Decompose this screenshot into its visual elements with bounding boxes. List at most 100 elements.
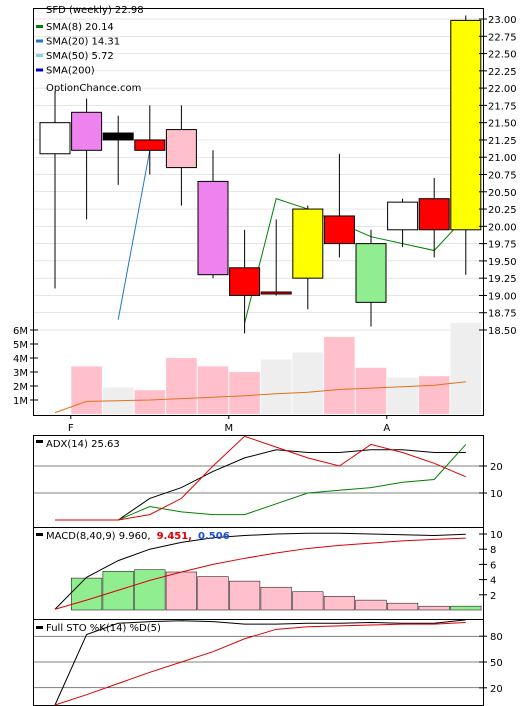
legend-label: SMA(50) 5.72: [46, 51, 114, 62]
adx-label: ADX(14) 25.63: [46, 439, 120, 450]
candle-body: [292, 208, 324, 279]
adx-tick-label: 10: [490, 489, 503, 500]
macd-histogram-bar: [197, 576, 229, 611]
legend-swatch: [36, 25, 43, 28]
volume-average-line: [54, 381, 466, 414]
legend-label: SMA(20) 14.31: [46, 37, 120, 48]
price-tick-label: 22.75: [488, 32, 517, 43]
macd-histogram-bar: [134, 569, 166, 611]
macd-histogram-bar: [387, 602, 419, 611]
price-tick-label: 23.00: [488, 15, 517, 26]
sma-line: [117, 150, 151, 320]
price-tick-label: 18.50: [488, 326, 517, 337]
volume-bar: [166, 358, 197, 414]
adx-line: [55, 444, 467, 521]
macd-value: MACD(8,40,9) 9.960,: [46, 531, 151, 542]
price-gridlines: [34, 18, 483, 331]
macd-line: [54, 537, 466, 610]
sto-legend-swatch: [36, 626, 43, 629]
legend-swatch: [36, 39, 43, 43]
volume-tick-label: 3M: [13, 368, 28, 379]
price-tick-label: 19.50: [488, 257, 517, 268]
candles: [39, 15, 482, 334]
sto-line: [54, 621, 466, 706]
macd-histogram-bar: [102, 570, 134, 611]
macd-histogram-bar: [260, 586, 292, 611]
volume-bar: [71, 366, 102, 414]
macd-tick-label: 2: [490, 591, 496, 602]
price-tick-label: 18.75: [488, 309, 517, 320]
candle-body: [323, 215, 355, 245]
price-tick-label: 21.75: [488, 101, 517, 112]
sma-line: [244, 198, 467, 324]
price-tick-label: 21.50: [488, 119, 517, 130]
candle-body: [102, 132, 134, 141]
price-tick-label: 20.25: [488, 205, 517, 216]
legend-swatch: [36, 68, 43, 72]
macd-histogram-bar: [229, 580, 261, 611]
volume-bar: [197, 366, 229, 414]
price-tick-label: 20.50: [488, 188, 517, 199]
macd-histogram-bar: [165, 571, 197, 611]
macd-tick-label: 8: [490, 545, 496, 556]
legend: SFD (weekly) 22.98 OptionChance.com SMA(…: [36, 5, 144, 94]
price-tick-label: 19.75: [488, 240, 517, 251]
macd-histogram-bar: [292, 591, 324, 611]
month-label: M: [224, 423, 233, 434]
macd-histogram-bar: [355, 599, 387, 611]
price-axis: 23.00 22.75 22.50 22.25 22.00 21.75 21.50 21.25…: [479, 15, 517, 337]
macd-label: MACD(8,40,9) 9.960, 9.451, 0.506: [46, 531, 230, 542]
volume-bar: [134, 390, 166, 414]
sto-label: Full STO %K(14) %D(5): [46, 623, 161, 634]
volume-bar: [229, 372, 260, 414]
candle-body: [260, 291, 292, 295]
month-label: F: [68, 423, 74, 434]
macd-histogram-bar: [450, 605, 482, 611]
sto-tick-label: 80: [490, 632, 503, 643]
volume-bar: [418, 376, 450, 414]
adx-line: [55, 435, 466, 521]
candle-body: [450, 19, 482, 231]
price-tick-label: 22.50: [488, 50, 517, 61]
candle-body: [39, 122, 71, 155]
month-label: A: [383, 423, 390, 434]
volume-tick-label: 4M: [13, 354, 28, 365]
macd-histogram-bar: [323, 596, 355, 611]
macd-histogram-bar: [418, 605, 450, 611]
volume-bars: [71, 323, 482, 414]
price-tick-label: 20.75: [488, 171, 517, 182]
adx-legend-swatch: [36, 440, 43, 443]
chart-title: SFD (weekly) 22.98: [46, 5, 144, 16]
candle-body: [165, 129, 197, 169]
price-tick-label: 22.25: [488, 67, 517, 78]
volume-axis: 6M 5M 4M 3M 2M 1M: [13, 326, 38, 407]
sto-tick-label: 20: [490, 684, 503, 695]
sto-tick-label: 50: [490, 658, 503, 669]
volume-tick-label: 2M: [13, 382, 28, 393]
candle-body: [387, 201, 419, 231]
candle-body: [355, 243, 387, 303]
sma-lines: [117, 150, 467, 324]
volume-bar: [387, 377, 418, 414]
volume-bar: [450, 323, 482, 414]
legend-label: SMA(8) 20.14: [46, 22, 114, 33]
macd-line: [54, 532, 466, 610]
macd-tick-label: 6: [490, 560, 496, 571]
macd-signal-value: 9.451,: [157, 531, 192, 542]
volume-average-line: [54, 381, 466, 414]
volume-bar: [260, 359, 292, 414]
source-label: OptionChance.com: [46, 83, 141, 94]
sto-panel-frame: [33, 619, 484, 706]
price-tick-label: 21.25: [488, 136, 517, 147]
macd-histogram-bar: [71, 577, 103, 611]
volume-bar: [324, 337, 355, 414]
macd-hist-value: 0.506: [198, 531, 230, 542]
legend-swatch: [36, 54, 43, 57]
sto-content: 80 50 20: [34, 619, 503, 706]
macd-tick-label: 10: [490, 530, 503, 541]
volume-tick-label: 6M: [13, 326, 28, 337]
price-tick-label: 19.00: [488, 291, 517, 302]
